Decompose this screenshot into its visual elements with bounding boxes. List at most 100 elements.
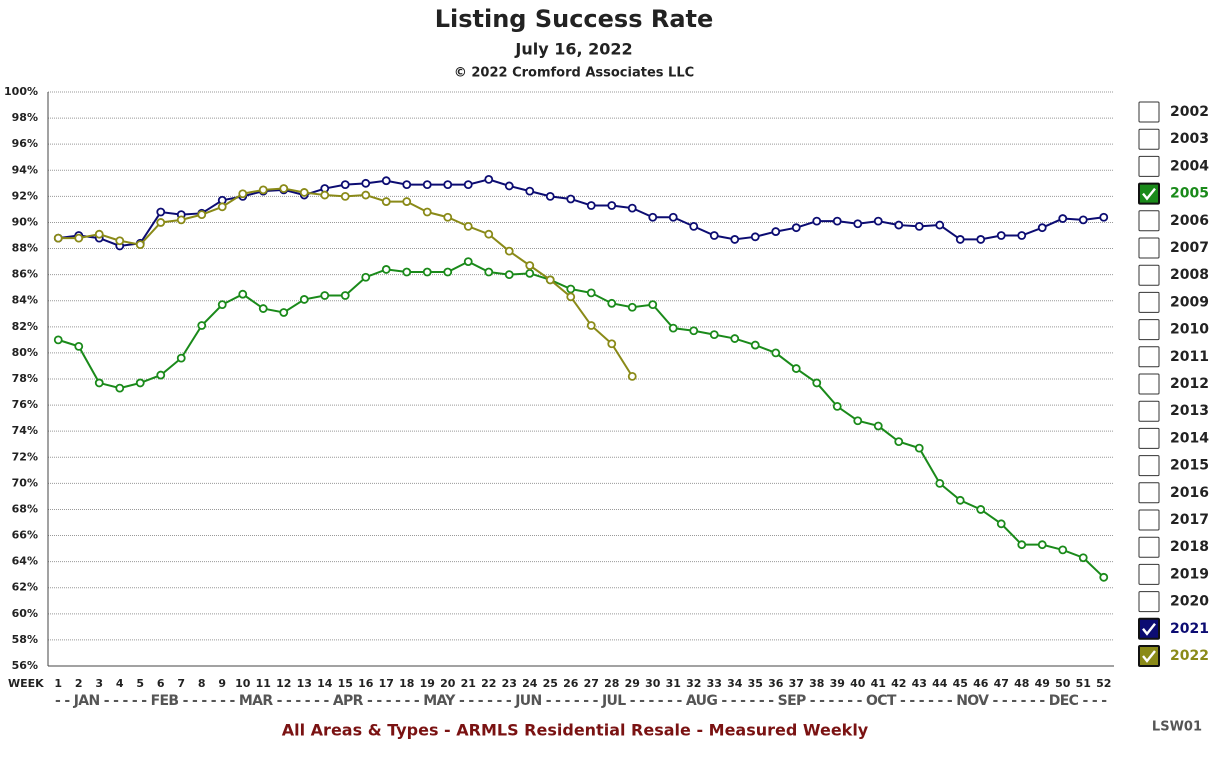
point bbox=[996, 519, 1006, 529]
legend-item[interactable]: 2016 bbox=[1138, 482, 1209, 504]
legend-item[interactable]: 2005 bbox=[1138, 182, 1209, 205]
point bbox=[525, 268, 535, 278]
legend-item[interactable]: 2009 bbox=[1138, 291, 1209, 313]
legend-label: 2003 bbox=[1170, 131, 1209, 147]
point bbox=[504, 246, 514, 256]
x-tick-label: 1 bbox=[54, 677, 62, 690]
legend-label: 2017 bbox=[1170, 512, 1209, 528]
point bbox=[463, 221, 473, 231]
x-tick-label: 47 bbox=[994, 677, 1009, 690]
legend-item[interactable]: 2012 bbox=[1138, 373, 1209, 395]
x-tick-label: 29 bbox=[625, 677, 640, 690]
legend-item[interactable]: 2013 bbox=[1138, 400, 1209, 422]
point bbox=[463, 180, 473, 190]
checkbox bbox=[1138, 237, 1160, 259]
point bbox=[894, 437, 904, 447]
legend-item[interactable]: 2008 bbox=[1138, 264, 1209, 286]
x-tick-label: 31 bbox=[666, 677, 681, 690]
checkbox bbox=[1138, 346, 1160, 368]
legend-item[interactable]: 2018 bbox=[1138, 536, 1209, 558]
x-tick-label: 26 bbox=[563, 677, 579, 690]
legend-item[interactable]: 2019 bbox=[1138, 563, 1209, 585]
x-tick-label: 43 bbox=[912, 677, 927, 690]
x-tick-label: 46 bbox=[973, 677, 989, 690]
legend-item[interactable]: 2007 bbox=[1138, 237, 1209, 259]
legend-label: 2002 bbox=[1170, 104, 1209, 120]
point bbox=[484, 175, 494, 184]
point bbox=[156, 207, 166, 217]
x-tick-label: 19 bbox=[420, 677, 435, 690]
point bbox=[320, 190, 330, 200]
y-tick-label: 90% bbox=[12, 215, 38, 228]
legend-label: 2006 bbox=[1170, 213, 1209, 229]
x-tick-label: 45 bbox=[953, 677, 968, 690]
checkbox bbox=[1138, 591, 1160, 613]
checkbox bbox=[1138, 617, 1160, 640]
legend-item[interactable]: 2002 bbox=[1138, 101, 1209, 123]
point bbox=[504, 181, 514, 191]
legend-item[interactable]: 2003 bbox=[1138, 128, 1209, 150]
legend-label: 2018 bbox=[1170, 539, 1209, 555]
point bbox=[627, 203, 637, 213]
checkbox bbox=[1138, 155, 1160, 177]
point bbox=[258, 185, 268, 195]
y-tick-label: 88% bbox=[12, 242, 38, 255]
legend-item[interactable]: 2011 bbox=[1138, 346, 1209, 368]
x-tick-label: 3 bbox=[95, 677, 103, 690]
y-tick-label: 72% bbox=[12, 450, 38, 463]
x-tick-label: 15 bbox=[338, 677, 353, 690]
series-line bbox=[58, 178, 1104, 247]
point bbox=[381, 176, 391, 186]
legend-item[interactable]: 2017 bbox=[1138, 509, 1209, 531]
legend-label: 2012 bbox=[1170, 376, 1209, 392]
legend-item[interactable]: 2020 bbox=[1138, 591, 1209, 613]
point bbox=[1017, 540, 1027, 550]
y-tick-label: 96% bbox=[12, 137, 38, 150]
legend-item[interactable]: 2004 bbox=[1138, 155, 1209, 177]
legend-item[interactable]: 2021 bbox=[1138, 617, 1209, 640]
checkbox bbox=[1138, 319, 1160, 341]
x-tick-label: 49 bbox=[1035, 677, 1050, 690]
checkbox bbox=[1138, 210, 1160, 232]
x-tick-label: 2 bbox=[75, 677, 83, 690]
legend-item[interactable]: 2010 bbox=[1138, 319, 1209, 341]
point bbox=[238, 189, 248, 199]
y-tick-label: 98% bbox=[12, 111, 38, 124]
point bbox=[176, 353, 186, 363]
x-tick-label: 24 bbox=[522, 677, 538, 690]
check-mark bbox=[1142, 623, 1156, 636]
point bbox=[156, 218, 166, 227]
point bbox=[689, 326, 699, 336]
point bbox=[566, 194, 576, 204]
x-tick-label: 17 bbox=[379, 677, 394, 690]
point bbox=[422, 267, 432, 277]
legend-item[interactable]: 2006 bbox=[1138, 210, 1209, 232]
point bbox=[709, 231, 719, 240]
checkbox bbox=[1138, 400, 1160, 422]
point bbox=[402, 180, 412, 190]
point bbox=[914, 443, 924, 453]
x-tick-label: 13 bbox=[297, 677, 312, 690]
legend-label: 2008 bbox=[1170, 267, 1209, 283]
point bbox=[648, 212, 658, 222]
point bbox=[545, 275, 555, 285]
y-tick-label: 80% bbox=[12, 346, 38, 359]
point bbox=[566, 292, 576, 302]
y-tick-label: 74% bbox=[12, 424, 38, 437]
x-tick-label: 38 bbox=[809, 677, 824, 690]
point bbox=[361, 272, 371, 282]
x-tick-label: 33 bbox=[707, 677, 722, 690]
point bbox=[1078, 553, 1088, 563]
legend-label: 2020 bbox=[1170, 594, 1209, 610]
legend-item[interactable]: 2022 bbox=[1138, 645, 1209, 667]
legend-item[interactable]: 2015 bbox=[1138, 455, 1209, 477]
x-tick-label: 8 bbox=[198, 677, 206, 690]
legend-item[interactable]: 2014 bbox=[1138, 427, 1209, 449]
y-tick-label: 100% bbox=[4, 85, 38, 98]
point bbox=[94, 229, 104, 239]
point bbox=[791, 223, 801, 233]
x-tick-label: 28 bbox=[604, 677, 619, 690]
chart-title: Listing Success Rate bbox=[435, 5, 714, 33]
point bbox=[812, 216, 822, 226]
point bbox=[812, 378, 822, 388]
